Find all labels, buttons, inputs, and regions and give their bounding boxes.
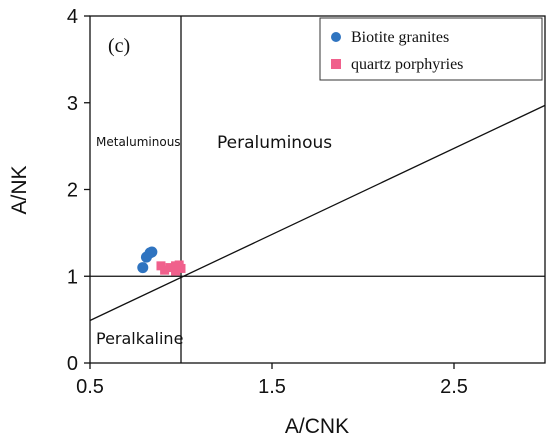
data-points — [137, 246, 186, 276]
legend-marker-biotite-granites — [331, 32, 341, 42]
legend-box — [319, 17, 543, 81]
x-tick-label: 1.5 — [258, 376, 286, 398]
legend: Biotite granites quartz porphyries — [319, 17, 543, 81]
region-label-peralkaline: Peralkaline — [96, 329, 183, 348]
region-label-peraluminous: Peraluminous — [217, 133, 332, 153]
y-tick-label: 3 — [67, 93, 78, 115]
line-diagonal — [90, 104, 545, 322]
point-biotite-granites — [137, 262, 149, 274]
point-biotite-granites — [146, 246, 158, 258]
point-quartz-porphyries — [165, 263, 175, 273]
axis-ticks: 0.5 1.5 2.5 0 1 2 3 4 — [67, 6, 468, 398]
y-tick-label: 1 — [67, 266, 78, 288]
legend-marker-quartz-porphyries — [331, 59, 341, 69]
y-tick-label: 0 — [67, 353, 78, 375]
reference-lines — [90, 16, 545, 363]
y-axis-label: A/NK — [8, 165, 31, 214]
y-tick-label: 4 — [67, 6, 78, 28]
point-quartz-porphyries — [160, 265, 170, 275]
legend-label-biotite-granites: Biotite granites — [351, 29, 449, 46]
panel-label: (c) — [108, 35, 130, 57]
region-label-metaluminous: Metaluminous — [96, 135, 181, 149]
x-tick-label: 2.5 — [440, 376, 468, 398]
legend-label-quartz-porphyries: quartz porphyries — [351, 56, 463, 73]
x-axis-label: A/CNK — [285, 415, 349, 438]
x-tick-label: 0.5 — [76, 376, 104, 398]
y-tick-label: 2 — [67, 180, 78, 202]
point-quartz-porphyries — [171, 266, 181, 276]
point-quartz-porphyries — [176, 263, 186, 273]
